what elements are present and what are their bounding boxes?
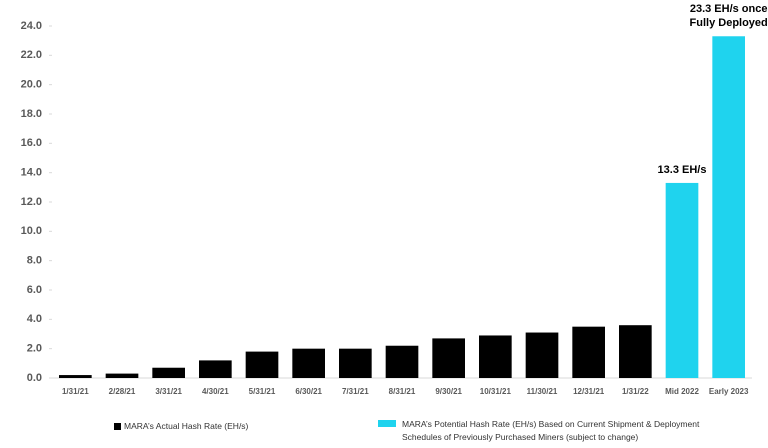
bar — [385, 345, 419, 378]
bar — [105, 373, 139, 378]
bar — [665, 182, 699, 378]
x-tick-label: 10/31/21 — [480, 387, 512, 396]
x-tick-label: 5/31/21 — [249, 387, 276, 396]
value-label: 23.3 EH/s once Fully Deployed — [689, 3, 768, 30]
bar — [619, 325, 652, 378]
y-tick-label: 10.0 — [21, 225, 42, 237]
x-tick-label: 7/31/21 — [342, 387, 369, 396]
x-tick-label: 11/30/21 — [527, 387, 558, 396]
x-tick-label: 9/30/21 — [435, 387, 462, 396]
y-tick-label: 24.0 — [21, 20, 42, 32]
y-tick-label: 20.0 — [21, 79, 42, 91]
bar — [572, 326, 605, 378]
y-tick-label: 8.0 — [27, 255, 42, 267]
x-tick-label: 3/31/21 — [155, 387, 182, 396]
bar — [199, 360, 232, 378]
legend-swatch — [114, 423, 121, 430]
x-tick-label: Mid 2022 — [665, 387, 699, 396]
x-tick-label: 1/31/21 — [62, 387, 89, 396]
y-tick-label: 6.0 — [27, 284, 42, 296]
bar — [59, 375, 92, 378]
x-tick-label: 4/30/21 — [202, 387, 229, 396]
y-tick-label: 18.0 — [21, 108, 42, 120]
x-tick-label: 2/28/21 — [109, 387, 136, 396]
x-tick-label: Early 2023 — [709, 387, 749, 396]
x-tick-label: 6/30/21 — [295, 387, 322, 396]
bar — [245, 351, 279, 378]
legend-swatch — [378, 420, 396, 427]
x-tick-label: 12/31/21 — [573, 387, 605, 396]
bar — [339, 348, 372, 378]
legend-label: MARA’s Potential Hash Rate (EH/s) Based … — [402, 419, 700, 442]
y-tick-label: 22.0 — [21, 49, 42, 61]
y-tick-label: 12.0 — [21, 196, 42, 208]
bar — [525, 332, 559, 378]
bar — [712, 36, 745, 379]
value-label: 13.3 EH/s — [657, 163, 707, 176]
y-tick-label: 16.0 — [21, 137, 42, 149]
legend-label: MARA’s Actual Hash Rate (EH/s) — [124, 421, 249, 431]
x-tick-label: 1/31/22 — [622, 387, 649, 396]
y-tick-label: 2.0 — [27, 343, 42, 355]
bar — [432, 338, 465, 378]
y-tick-label: 14.0 — [21, 167, 42, 179]
y-tick-label: 0.0 — [27, 372, 42, 384]
x-tick-label: 8/31/21 — [389, 387, 416, 396]
y-tick-label: 4.0 — [27, 313, 42, 325]
bar — [479, 335, 512, 378]
bar — [292, 348, 325, 378]
bar — [152, 367, 185, 378]
